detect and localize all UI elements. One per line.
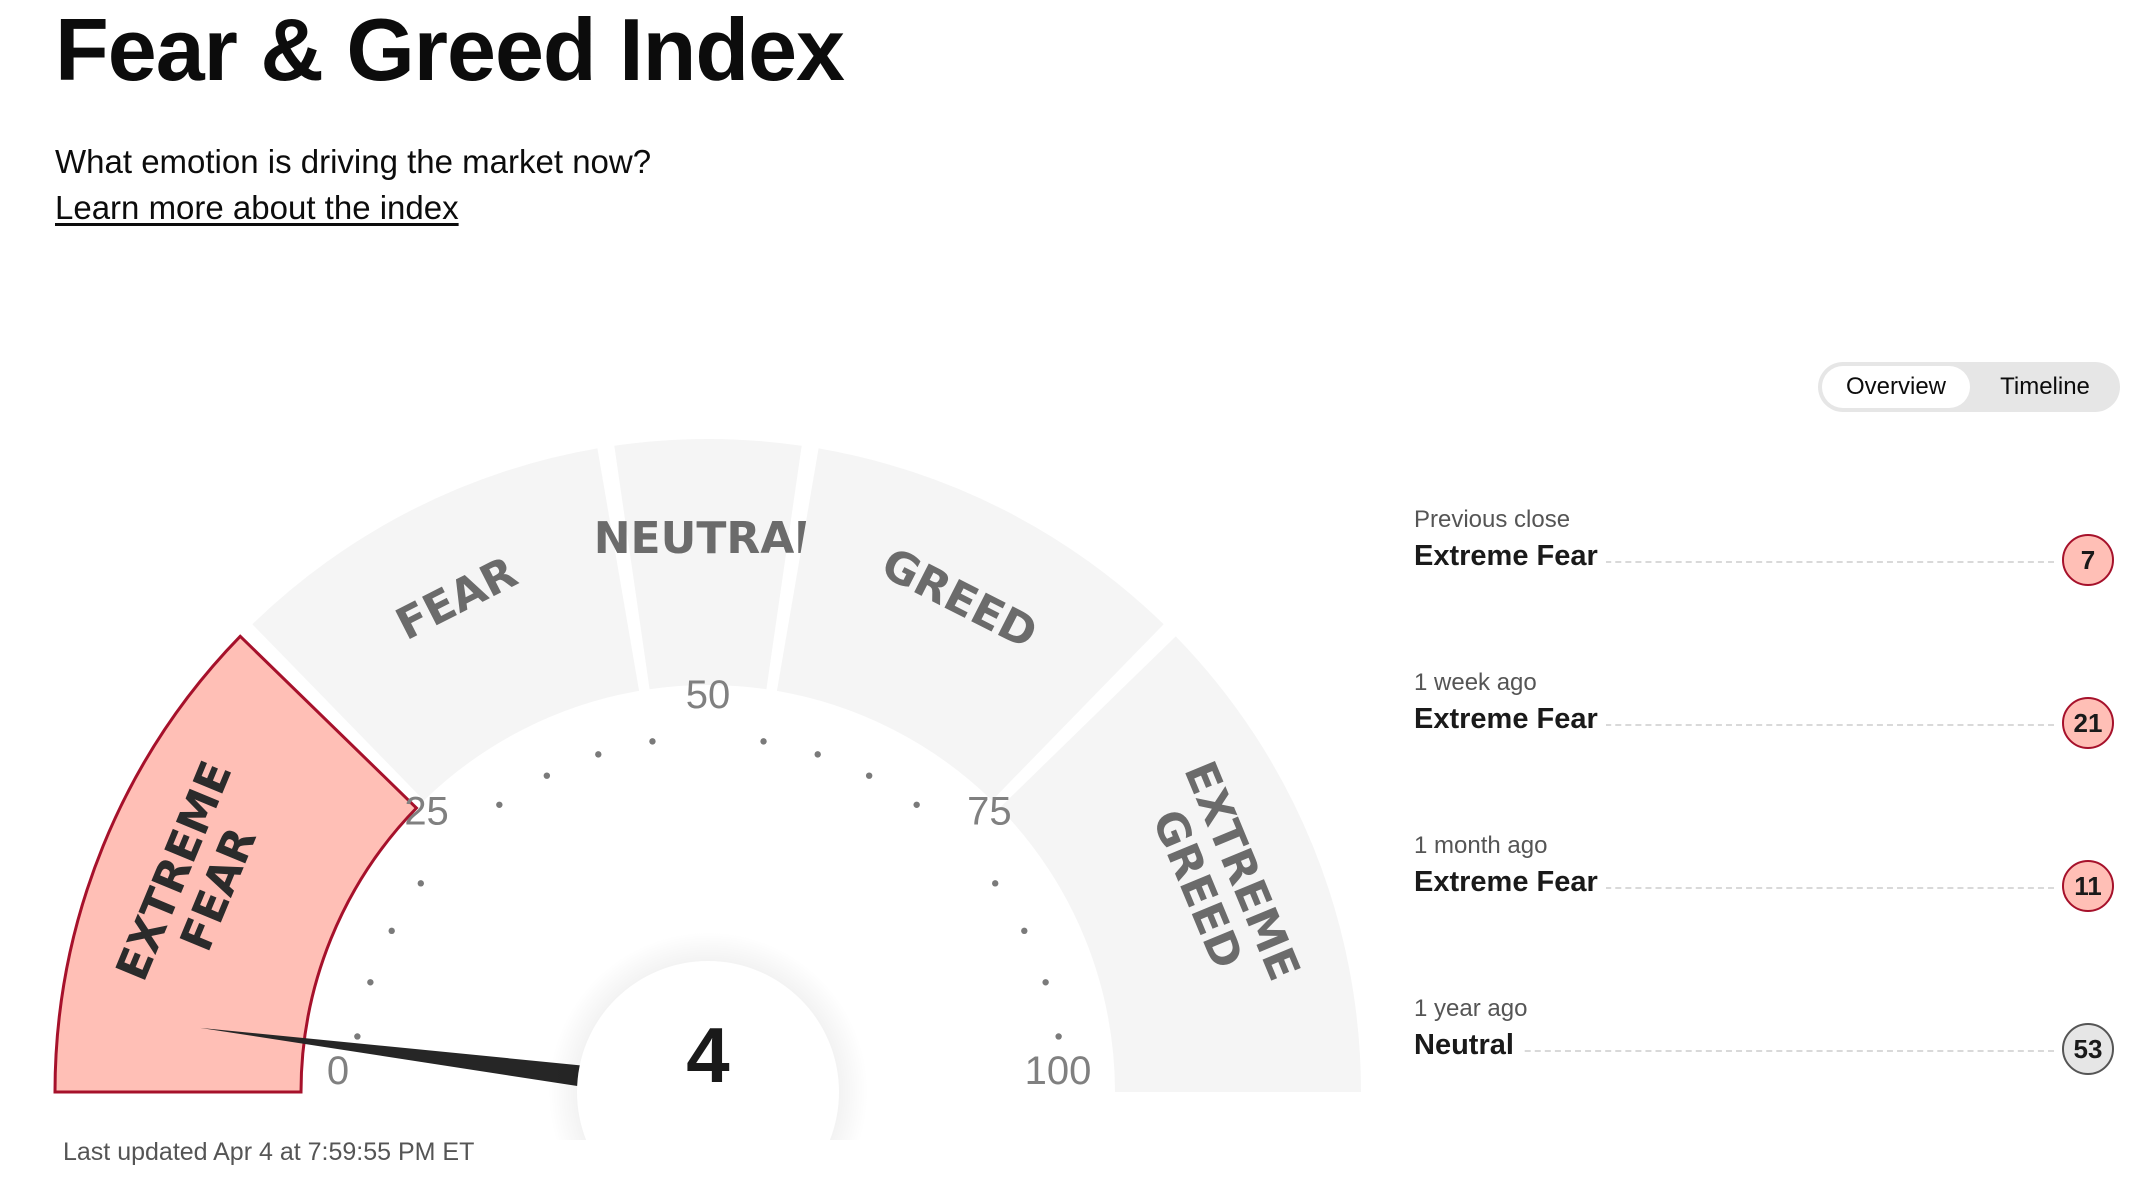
dial-dot: [354, 1033, 361, 1040]
gauge-needle-group: [200, 932, 868, 1140]
dial-dot: [1055, 1033, 1062, 1040]
history-rating: Extreme Fear: [1414, 866, 1606, 899]
gauge-section-extreme-fear: [53, 634, 419, 1094]
dial-dot: [992, 880, 999, 887]
dial-dot: [595, 751, 602, 758]
view-toggle: Overview Timeline: [1818, 362, 2120, 412]
history-label: 1 month ago: [1414, 832, 1548, 859]
history-rating: Extreme Fear: [1414, 540, 1606, 573]
history-row-1-month-ago: 1 month ago Extreme Fear 11: [1414, 832, 2114, 922]
overview-toggle-button[interactable]: Overview: [1822, 366, 1970, 408]
dotted-leader: [1414, 561, 2054, 563]
history-label: 1 week ago: [1414, 669, 1537, 696]
dial-dot: [649, 738, 656, 745]
tick-label-75: 75: [967, 790, 1012, 834]
gauge-section-greed: [776, 448, 1164, 801]
dial-dot: [760, 738, 767, 745]
gauge-value: 4: [686, 1011, 729, 1099]
gauge-section-extreme-greed: [999, 636, 1361, 1092]
gauge-dial-dots: [354, 738, 1062, 1040]
dial-dot: [496, 801, 503, 808]
dial-dot: [417, 880, 424, 887]
dial-dot: [865, 772, 873, 779]
tick-label-100: 100: [1025, 1049, 1092, 1093]
history-row-1-year-ago: 1 year ago Neutral 53: [1414, 995, 2114, 1085]
gauge-section-label-neutral: NEUTRAL: [594, 513, 823, 564]
gauge-tick-labels: 0 25 50 75 100: [327, 673, 1092, 1093]
dotted-leader: [1414, 724, 2054, 726]
dial-dot: [543, 772, 551, 779]
learn-more-link[interactable]: Learn more about the index: [55, 189, 459, 226]
timeline-toggle-button[interactable]: Timeline: [2000, 373, 2090, 400]
dotted-leader: [1414, 887, 2054, 889]
history-row-1-week-ago: 1 week ago Extreme Fear 21: [1414, 669, 2114, 759]
last-updated-text: Last updated Apr 4 at 7:59:55 PM ET: [63, 1138, 475, 1166]
history-rating: Neutral: [1414, 1029, 1522, 1062]
history-label: Previous close: [1414, 506, 1571, 533]
page-title: Fear & Greed Index: [55, 0, 845, 99]
gauge-section-fear: [252, 448, 640, 801]
history-label: 1 year ago: [1414, 995, 1528, 1022]
dial-dot: [1042, 979, 1049, 986]
history-value-badge: 7: [2062, 534, 2114, 586]
history-row-previous-close: Previous close Extreme Fear 7: [1414, 506, 2114, 596]
dial-dot: [367, 979, 374, 986]
dial-dot: [913, 801, 920, 808]
history-value-badge: 21: [2062, 697, 2114, 749]
dial-dot: [388, 927, 395, 935]
tick-label-25: 25: [404, 790, 449, 834]
history-value-badge: 53: [2062, 1023, 2114, 1075]
history-value-badge: 11: [2062, 860, 2114, 912]
history-rating: Extreme Fear: [1414, 703, 1606, 736]
dial-dot: [814, 751, 821, 758]
dotted-leader: [1414, 1050, 2054, 1052]
dial-dot: [1021, 927, 1028, 935]
tick-label-0: 0: [327, 1049, 349, 1093]
gauge-section-neutral: [614, 438, 802, 690]
gauge-hub: [577, 961, 839, 1140]
page-subtitle: What emotion is driving the market now?: [55, 143, 652, 180]
tick-label-50: 50: [686, 673, 731, 717]
